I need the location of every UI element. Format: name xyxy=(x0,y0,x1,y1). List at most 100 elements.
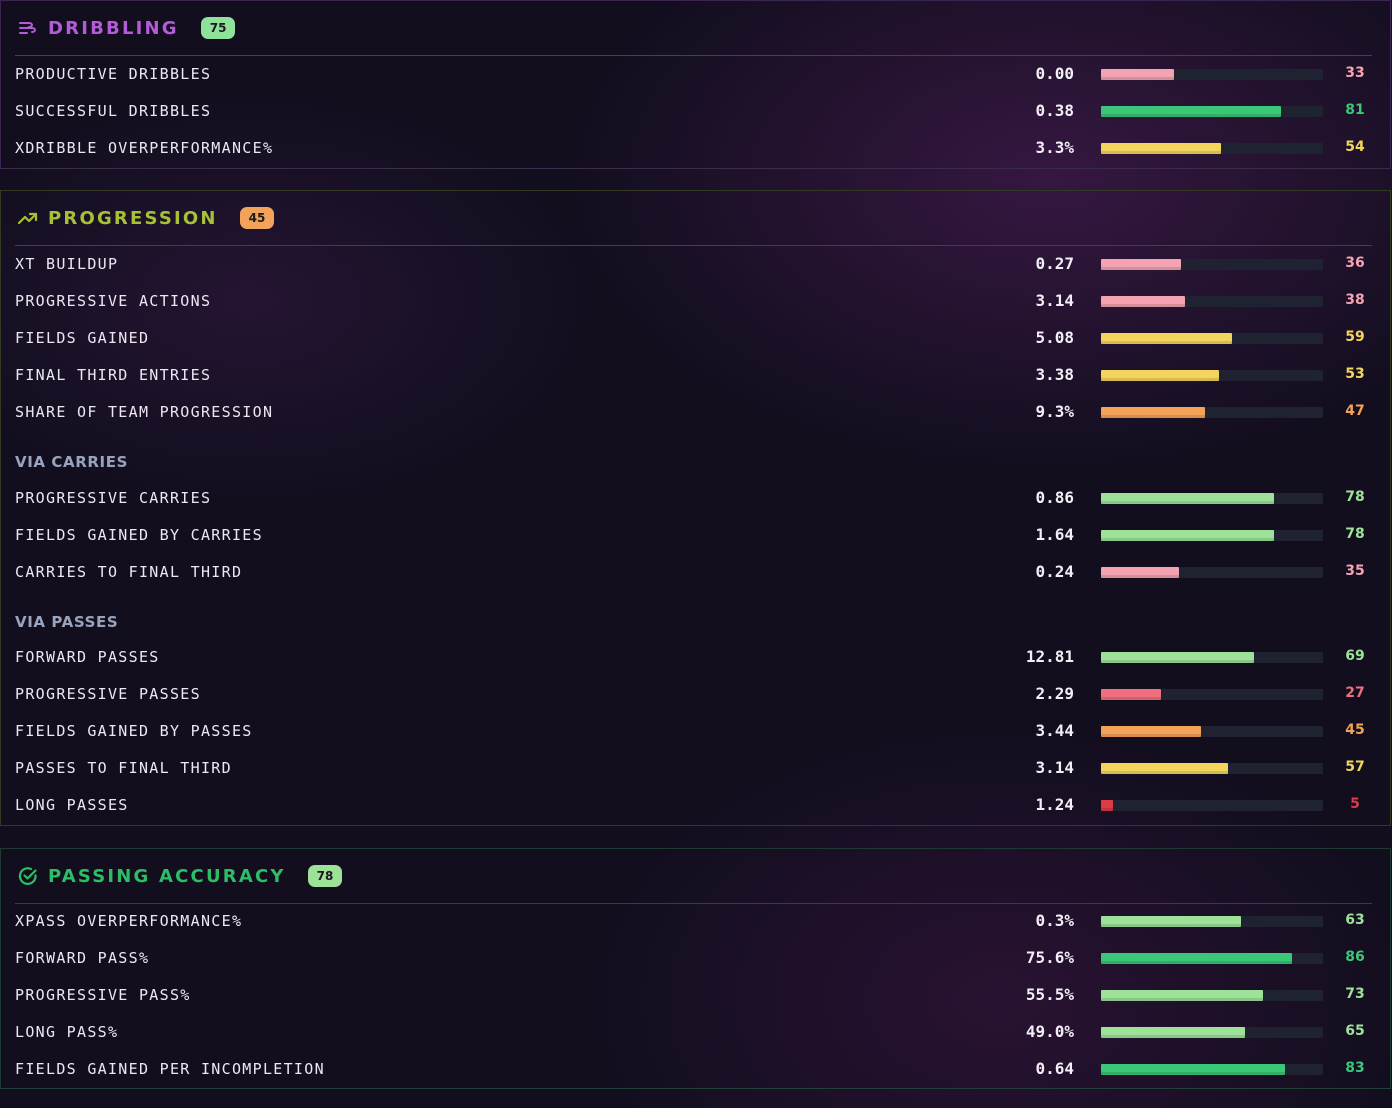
subheading-via-carries: VIA CARRIES xyxy=(15,453,128,471)
stat-value: 1.24 xyxy=(1035,795,1074,814)
percentile-value: 54 xyxy=(1345,139,1365,155)
trending-up-icon xyxy=(18,208,38,228)
percentile-value: 81 xyxy=(1345,102,1365,118)
stat-label: XT BUILDUP xyxy=(15,255,119,273)
stat-value: 2.29 xyxy=(1035,684,1074,703)
stat-row[interactable]: PROGRESSIVE PASSES 2.29 27 xyxy=(0,677,1392,714)
stat-row[interactable]: LONG PASS% 49.0% 65 xyxy=(0,1015,1392,1052)
stat-label: PROGRESSIVE ACTIONS xyxy=(15,292,212,310)
section-header-progression[interactable]: PROGRESSION 45 xyxy=(18,191,275,245)
stat-label: XDRIBBLE OVERPERFORMANCE% xyxy=(15,139,274,157)
percentile-value: 36 xyxy=(1345,255,1365,271)
stat-row[interactable]: PROGRESSIVE PASS% 55.5% 73 xyxy=(0,978,1392,1015)
percentile-bar-fill xyxy=(1101,530,1274,541)
percentile-bar-fill xyxy=(1101,916,1241,927)
stat-value: 0.00 xyxy=(1035,64,1074,83)
section-divider xyxy=(15,55,1372,56)
percentile-value: 78 xyxy=(1345,526,1365,542)
percentile-bar-fill xyxy=(1101,333,1232,344)
stat-row[interactable]: FIELDS GAINED BY PASSES 3.44 45 xyxy=(0,714,1392,751)
stat-value: 1.64 xyxy=(1035,525,1074,544)
stat-value: 3.3% xyxy=(1035,138,1074,157)
section-score-badge: 75 xyxy=(200,17,236,39)
percentile-value: 78 xyxy=(1345,489,1365,505)
section-dribbling: DRIBBLING 75 xyxy=(0,0,1391,169)
stat-label: FIELDS GAINED BY CARRIES xyxy=(15,526,263,544)
stat-value: 0.86 xyxy=(1035,488,1074,507)
stat-label: FIELDS GAINED BY PASSES xyxy=(15,722,253,740)
percentile-value: 27 xyxy=(1345,685,1365,701)
stat-row[interactable]: SUCCESSFUL DRIBBLES 0.38 81 xyxy=(0,94,1392,131)
percentile-bar-track xyxy=(1101,689,1323,700)
percentile-bar-fill xyxy=(1101,493,1274,504)
stat-row[interactable]: PASSES TO FINAL THIRD 3.14 57 xyxy=(0,751,1392,788)
stat-row[interactable]: FORWARD PASSES 12.81 69 xyxy=(0,640,1392,677)
stat-row[interactable]: XPASS OVERPERFORMANCE% 0.3% 63 xyxy=(0,904,1392,941)
stat-label: LONG PASSES xyxy=(15,796,129,814)
stat-row[interactable]: XDRIBBLE OVERPERFORMANCE% 3.3% 54 xyxy=(0,131,1392,168)
percentile-bar-fill xyxy=(1101,407,1205,418)
stat-row[interactable]: PRODUCTIVE DRIBBLES 0.00 33 xyxy=(0,57,1392,94)
stat-value: 0.64 xyxy=(1035,1059,1074,1078)
stat-row[interactable]: FIELDS GAINED 5.08 59 xyxy=(0,321,1392,358)
section-divider xyxy=(15,903,1372,904)
percentile-value: 33 xyxy=(1345,65,1365,81)
stat-label: PROGRESSIVE PASS% xyxy=(15,986,191,1004)
stat-row[interactable]: SHARE OF TEAM PROGRESSION 9.3% 47 xyxy=(0,395,1392,432)
section-header-dribbling[interactable]: DRIBBLING 75 xyxy=(18,1,236,55)
percentile-bar-fill xyxy=(1101,1064,1285,1075)
percentile-bar-track xyxy=(1101,296,1323,307)
stat-label: FORWARD PASS% xyxy=(15,949,150,967)
section-divider xyxy=(15,245,1372,246)
percentile-bar-fill xyxy=(1101,567,1179,578)
stat-row[interactable]: XT BUILDUP 0.27 36 xyxy=(0,247,1392,284)
percentile-bar-fill xyxy=(1101,689,1161,700)
percentile-value: 5 xyxy=(1350,796,1360,812)
section-header-passing-accuracy[interactable]: PASSING ACCURACY 78 xyxy=(18,849,343,903)
percentile-bar-track xyxy=(1101,916,1323,927)
percentile-value: 35 xyxy=(1345,563,1365,579)
subheading-via-passes: VIA PASSES xyxy=(15,613,119,631)
section-title: PROGRESSION xyxy=(48,207,218,229)
percentile-bar-fill xyxy=(1101,259,1181,270)
section-progression: PROGRESSION 45 xyxy=(0,190,1391,826)
percentile-bar-fill xyxy=(1101,990,1263,1001)
stat-row[interactable]: CARRIES TO FINAL THIRD 0.24 35 xyxy=(0,555,1392,592)
percentile-bar-track xyxy=(1101,1027,1323,1038)
percentile-bar-fill xyxy=(1101,652,1254,663)
stat-row[interactable]: PROGRESSIVE CARRIES 0.86 78 xyxy=(0,481,1392,518)
percentile-bar-track xyxy=(1101,106,1323,117)
stat-row[interactable]: FIELDS GAINED PER INCOMPLETION 0.64 83 xyxy=(0,1052,1392,1089)
section-title: DRIBBLING xyxy=(48,17,179,39)
percentile-bar-track xyxy=(1101,763,1323,774)
stat-label: PROGRESSIVE PASSES xyxy=(15,685,201,703)
percentile-value: 86 xyxy=(1345,949,1365,965)
percentile-bar-fill xyxy=(1101,296,1185,307)
percentile-bar-fill xyxy=(1101,370,1219,381)
percentile-bar-fill xyxy=(1101,763,1228,774)
percentile-bar-track xyxy=(1101,567,1323,578)
stat-label: FIELDS GAINED PER INCOMPLETION xyxy=(15,1060,325,1078)
percentile-bar-track xyxy=(1101,333,1323,344)
stat-value: 3.14 xyxy=(1035,758,1074,777)
stat-value: 3.14 xyxy=(1035,291,1074,310)
stat-row[interactable]: FORWARD PASS% 75.6% 86 xyxy=(0,941,1392,978)
percentile-bar-track xyxy=(1101,530,1323,541)
stat-row[interactable]: FINAL THIRD ENTRIES 3.38 53 xyxy=(0,358,1392,395)
percentile-bar-fill xyxy=(1101,143,1221,154)
stat-value: 0.3% xyxy=(1035,911,1074,930)
stat-row[interactable]: FIELDS GAINED BY CARRIES 1.64 78 xyxy=(0,518,1392,555)
percentile-value: 65 xyxy=(1345,1023,1365,1039)
percentile-bar-fill xyxy=(1101,106,1281,117)
stat-row[interactable]: LONG PASSES 1.24 5 xyxy=(0,788,1392,825)
stat-value: 3.44 xyxy=(1035,721,1074,740)
stat-value: 5.08 xyxy=(1035,328,1074,347)
percentile-bar-track xyxy=(1101,800,1323,811)
percentile-value: 83 xyxy=(1345,1060,1365,1076)
stat-row[interactable]: PROGRESSIVE ACTIONS 3.14 38 xyxy=(0,284,1392,321)
section-score-badge: 78 xyxy=(307,865,343,887)
percentile-bar-track xyxy=(1101,953,1323,964)
percentile-bar-track xyxy=(1101,1064,1323,1075)
stat-label: SHARE OF TEAM PROGRESSION xyxy=(15,403,274,421)
stat-value: 0.24 xyxy=(1035,562,1074,581)
